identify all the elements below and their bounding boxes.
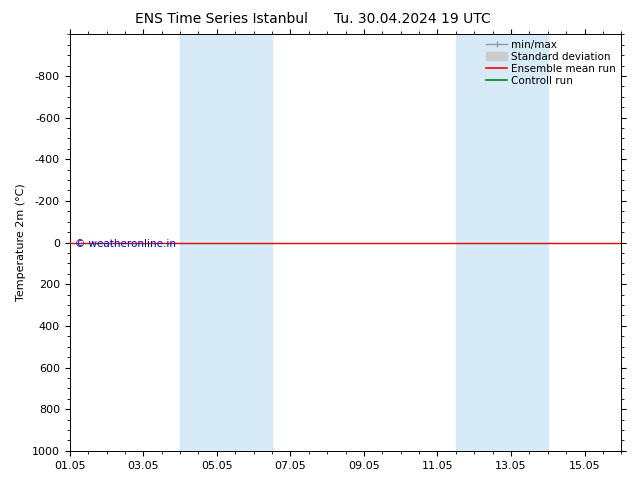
Text: Tu. 30.04.2024 19 UTC: Tu. 30.04.2024 19 UTC (333, 12, 491, 26)
Bar (456, 34, 548, 451)
Legend: min/max, Standard deviation, Ensemble mean run, Controll run: min/max, Standard deviation, Ensemble me… (484, 37, 618, 88)
Text: © weatheronline.in: © weatheronline.in (75, 239, 176, 249)
Bar (180, 34, 272, 451)
Y-axis label: Temperature 2m (°C): Temperature 2m (°C) (16, 184, 27, 301)
Text: ENS Time Series Istanbul: ENS Time Series Istanbul (136, 12, 308, 26)
